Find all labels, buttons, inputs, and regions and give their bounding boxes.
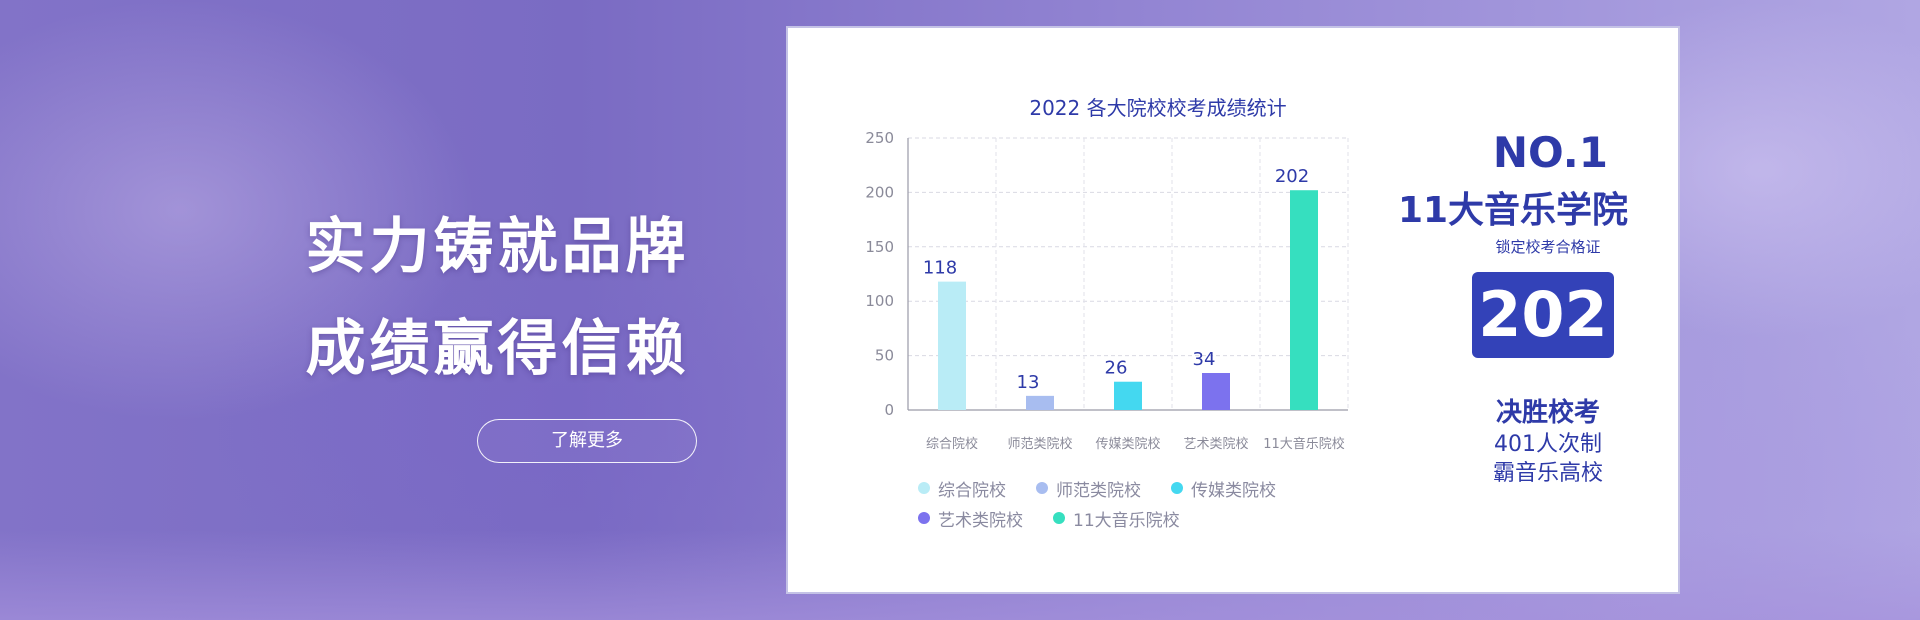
x-tick-label: 艺术类院校 xyxy=(1183,436,1248,452)
legend-item[interactable]: 艺术类院校 xyxy=(918,506,1023,531)
y-tick-label: 150 xyxy=(865,238,894,256)
bar xyxy=(1114,381,1142,410)
legend-label: 艺术类院校 xyxy=(938,510,1023,531)
bar xyxy=(1202,373,1230,410)
x-tick-label: 综合院校 xyxy=(926,436,978,452)
legend-label: 传媒类院校 xyxy=(1191,480,1276,501)
stats-card: 2022 各大院校校考成绩统计 0 50 100 150 200 250 118 综合院校 13… xyxy=(786,26,1680,594)
rank-label: NO.1 xyxy=(1492,128,1608,177)
count-label: 401人次制 xyxy=(1494,432,1602,457)
legend-dot-icon xyxy=(1171,482,1183,494)
x-tick-label: 11大音乐院校 xyxy=(1263,436,1345,452)
win-label: 决胜校考 xyxy=(1495,398,1600,428)
legend-label: 综合院校 xyxy=(938,480,1006,501)
legend-item[interactable]: 综合院校 xyxy=(918,476,1006,501)
legend-item[interactable]: 师范类院校 xyxy=(1036,476,1141,501)
slogan-line-1: 实力铸就品牌 xyxy=(305,212,690,282)
bar-value-label: 202 xyxy=(1275,166,1309,187)
big-number-badge: 202 xyxy=(1472,272,1614,358)
chart-title: 2022 各大院校校考成绩统计 xyxy=(1029,96,1287,120)
legend-dot-icon xyxy=(918,512,930,524)
bar-chart: 0 50 100 150 200 250 118 综合院校 13 师范类院校 26 传媒类院校 34 艺术… xyxy=(865,129,1349,452)
y-tick-label: 200 xyxy=(865,183,894,201)
learn-more-button[interactable]: 了解更多 xyxy=(477,419,697,463)
legend-dot-icon xyxy=(1036,482,1048,494)
y-tick-label: 250 xyxy=(865,129,894,147)
legend-dot-icon xyxy=(1053,512,1065,524)
college-label: 11大音乐学院 xyxy=(1397,190,1629,231)
bar-value-label: 118 xyxy=(923,258,957,279)
bar-value-label: 13 xyxy=(1017,372,1040,393)
chart-legend: 综合院校 师范类院校 传媒类院校艺术类院校 11大音乐院校 xyxy=(918,476,1338,536)
x-tick-label: 传媒类院校 xyxy=(1095,436,1160,452)
bar xyxy=(1026,395,1054,410)
legend-dot-icon xyxy=(918,482,930,494)
y-tick-label: 50 xyxy=(875,347,894,365)
legend-item[interactable]: 传媒类院校 xyxy=(1171,476,1276,501)
bar-value-label: 26 xyxy=(1105,358,1128,379)
bar-value-label: 34 xyxy=(1193,349,1216,370)
legend-item[interactable]: 11大音乐院校 xyxy=(1053,506,1180,531)
legend-label: 师范类院校 xyxy=(1056,480,1141,501)
y-tick-label: 0 xyxy=(884,401,894,419)
locked-label: 锁定校考合格证 xyxy=(1495,238,1601,256)
bar xyxy=(1290,190,1318,410)
slogan-line-2: 成绩赢得信赖 xyxy=(305,314,690,384)
x-tick-label: 师范类院校 xyxy=(1007,436,1072,452)
y-tick-label: 100 xyxy=(865,292,894,310)
legend-label: 11大音乐院校 xyxy=(1073,510,1180,531)
dominate-label: 霸音乐高校 xyxy=(1492,461,1603,486)
bar xyxy=(938,281,966,410)
